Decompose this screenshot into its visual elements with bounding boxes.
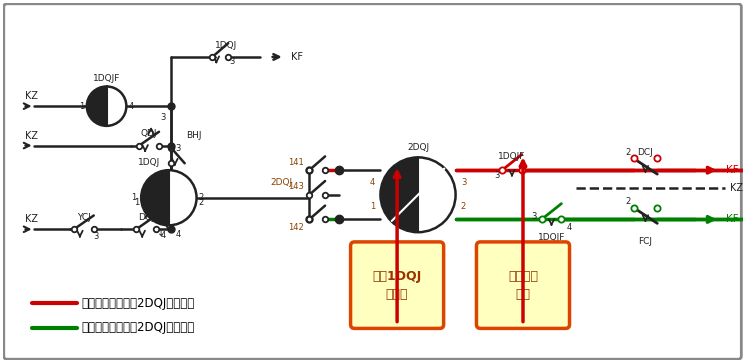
Text: 定位向反位拨动时2DQJ转极电路: 定位向反位拨动时2DQJ转极电路 (82, 321, 195, 334)
Text: 2DQJ: 2DQJ (270, 179, 293, 187)
Text: 3: 3 (176, 144, 181, 153)
Text: 3: 3 (160, 114, 166, 122)
Text: 2: 2 (199, 198, 204, 207)
Text: 1: 1 (133, 198, 139, 207)
FancyBboxPatch shape (351, 242, 443, 329)
Text: KZ: KZ (25, 215, 37, 224)
Text: KF: KF (727, 215, 739, 224)
Text: 2: 2 (625, 197, 630, 206)
Text: 141: 141 (288, 158, 304, 167)
Text: 2DQJ: 2DQJ (407, 143, 429, 152)
Text: 3: 3 (494, 171, 500, 180)
Wedge shape (142, 170, 169, 225)
Text: KF: KF (291, 52, 303, 62)
FancyBboxPatch shape (4, 4, 742, 359)
Text: QDJ: QDJ (141, 129, 157, 138)
Wedge shape (380, 158, 418, 232)
Text: 1DQJ: 1DQJ (216, 41, 237, 50)
Text: 检查操纵
意图: 检查操纵 意图 (508, 270, 538, 301)
Text: ↓: ↓ (157, 228, 165, 238)
Text: KZ: KZ (730, 183, 744, 193)
Text: 4: 4 (129, 102, 134, 111)
Text: 1DQJF: 1DQJF (93, 74, 121, 83)
Text: YCJ: YCJ (77, 213, 91, 222)
Text: KF: KF (727, 165, 739, 175)
Text: 1DQJ: 1DQJ (138, 158, 160, 167)
Text: 143: 143 (288, 183, 304, 191)
Text: 1: 1 (130, 193, 136, 202)
FancyBboxPatch shape (476, 242, 569, 329)
Text: 1: 1 (79, 102, 85, 111)
Circle shape (380, 158, 455, 232)
Text: 4: 4 (567, 223, 572, 232)
Wedge shape (87, 86, 106, 126)
Text: FCJ: FCJ (638, 237, 652, 246)
Circle shape (142, 170, 196, 225)
Text: DCJ: DCJ (637, 148, 653, 157)
Text: 2: 2 (625, 148, 630, 157)
Text: KZ: KZ (25, 91, 37, 101)
Text: 3: 3 (93, 232, 98, 241)
Text: 142: 142 (288, 223, 304, 232)
Text: 1: 1 (370, 202, 375, 211)
Text: 4: 4 (160, 231, 166, 240)
Text: 3: 3 (461, 179, 466, 187)
Text: 2: 2 (199, 193, 204, 202)
Text: 检材1DQJ
已吸起: 检材1DQJ 已吸起 (372, 270, 422, 301)
Text: KZ: KZ (25, 131, 37, 141)
Text: DGJ: DGJ (138, 213, 154, 222)
Text: 2: 2 (461, 202, 466, 211)
Text: 4: 4 (370, 179, 375, 187)
Text: 1DQJF: 1DQJF (538, 233, 565, 242)
Circle shape (87, 86, 127, 126)
Text: 3: 3 (531, 212, 536, 221)
Text: 4: 4 (176, 230, 181, 239)
Text: 3: 3 (229, 57, 235, 66)
Text: 反位向定位拨动时2DQJ转极电路: 反位向定位拨动时2DQJ转极电路 (82, 297, 195, 310)
Text: BHJ: BHJ (186, 131, 201, 140)
Text: 1DQJF: 1DQJF (498, 152, 526, 161)
